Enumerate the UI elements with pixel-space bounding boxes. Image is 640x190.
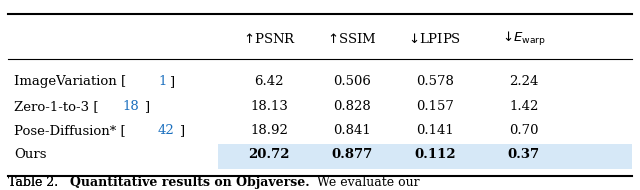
Text: 0.877: 0.877 bbox=[332, 148, 372, 162]
Text: Zero-1-to-3 [: Zero-1-to-3 [ bbox=[14, 100, 99, 113]
Text: 2.24: 2.24 bbox=[509, 75, 539, 88]
Text: 18.92: 18.92 bbox=[250, 124, 288, 137]
Text: $↓E_{\rm warp}$: $↓E_{\rm warp}$ bbox=[502, 30, 546, 48]
Text: Ours: Ours bbox=[14, 148, 47, 162]
Text: 20.72: 20.72 bbox=[248, 148, 290, 162]
Text: ImageVariation [: ImageVariation [ bbox=[14, 75, 126, 88]
Text: $↑$PSNR: $↑$PSNR bbox=[243, 32, 296, 46]
Text: 1: 1 bbox=[158, 75, 166, 88]
Text: 0.37: 0.37 bbox=[508, 148, 540, 162]
Text: Table 2.: Table 2. bbox=[8, 176, 70, 189]
Text: Pose-Diffusion* [: Pose-Diffusion* [ bbox=[14, 124, 125, 137]
Text: 0.141: 0.141 bbox=[416, 124, 454, 137]
Text: 0.70: 0.70 bbox=[509, 124, 539, 137]
Text: ]: ] bbox=[144, 100, 149, 113]
Text: ]: ] bbox=[179, 124, 184, 137]
Text: ]: ] bbox=[169, 75, 174, 88]
Text: 18: 18 bbox=[123, 100, 140, 113]
Text: 0.112: 0.112 bbox=[414, 148, 456, 162]
Text: 0.828: 0.828 bbox=[333, 100, 371, 113]
Text: 1.42: 1.42 bbox=[509, 100, 539, 113]
Text: 0.157: 0.157 bbox=[416, 100, 454, 113]
Text: We evaluate our: We evaluate our bbox=[308, 176, 419, 189]
Text: 6.42: 6.42 bbox=[254, 75, 284, 88]
Text: 18.13: 18.13 bbox=[250, 100, 288, 113]
Text: 0.506: 0.506 bbox=[333, 75, 371, 88]
Text: $↑$SSIM: $↑$SSIM bbox=[327, 32, 376, 46]
Text: $↓$LPIPS: $↓$LPIPS bbox=[408, 32, 461, 46]
Text: 42: 42 bbox=[157, 124, 174, 137]
Text: 0.841: 0.841 bbox=[333, 124, 371, 137]
Text: Table 2.: Table 2. bbox=[8, 176, 70, 189]
Text: Quantitative results on Objaverse.: Quantitative results on Objaverse. bbox=[70, 176, 310, 189]
FancyBboxPatch shape bbox=[218, 144, 632, 169]
Text: 0.578: 0.578 bbox=[416, 75, 454, 88]
